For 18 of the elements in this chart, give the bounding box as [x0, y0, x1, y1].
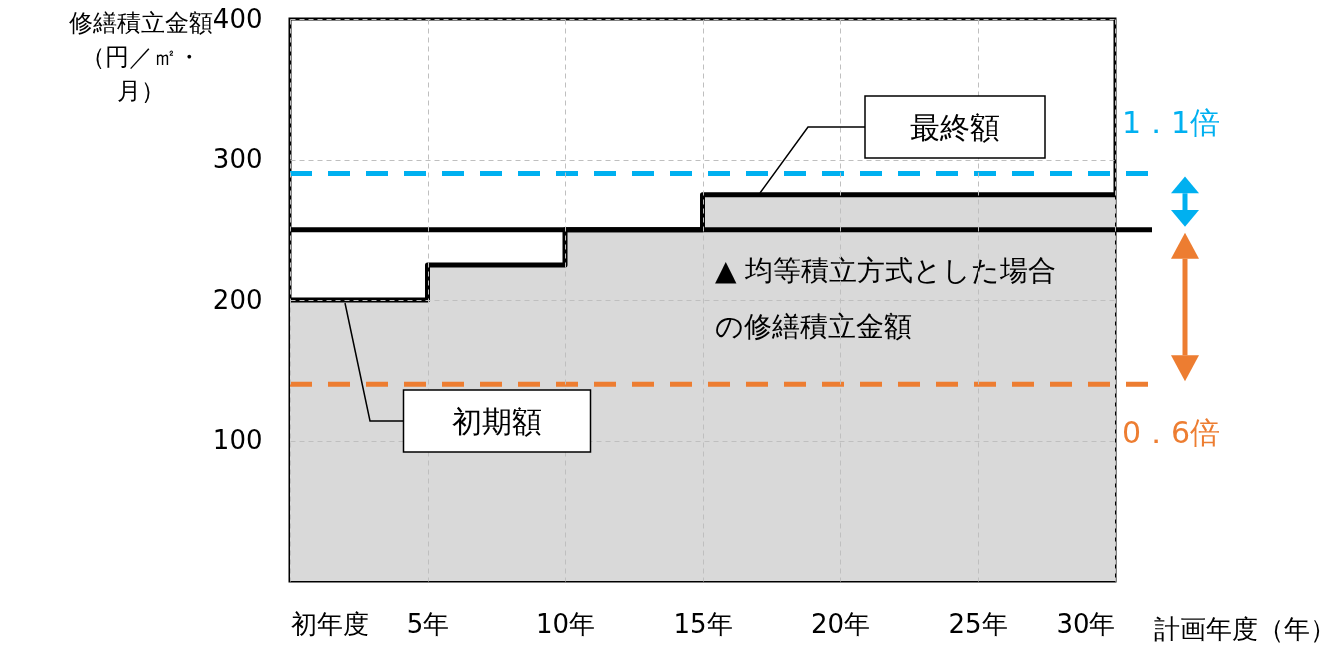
x-tick-label: 15年 [673, 608, 733, 639]
x-tick-label: 10年 [535, 608, 596, 639]
x-tick-label: 5年 [406, 608, 450, 639]
ref-line-label: ▲ 均等積立方式とした場合の修繕積立金額 [714, 253, 1057, 343]
y-tick-label: 300 [212, 144, 263, 174]
y-tick-label: 100 [212, 425, 263, 455]
annotation: 最終額 [910, 109, 1000, 145]
y-tick-label: 400 [212, 3, 263, 34]
x-tick-label: 初年度 [290, 608, 369, 639]
y-axis-title: 修繕積立金額（円／㎡・月） [68, 8, 213, 105]
x-tick-label: 25年 [948, 608, 1008, 639]
ref-line-label: 1．1倍 [1122, 104, 1221, 140]
x-axis-title: 計画年度（年） [1153, 613, 1336, 644]
x-tick-label: 20年 [810, 608, 871, 639]
annotation: 初期額 [452, 403, 542, 439]
x-tick-label: 30年 [1056, 608, 1116, 639]
y-tick-label: 200 [212, 284, 263, 315]
legend-label: 0．6倍 [1122, 415, 1221, 451]
